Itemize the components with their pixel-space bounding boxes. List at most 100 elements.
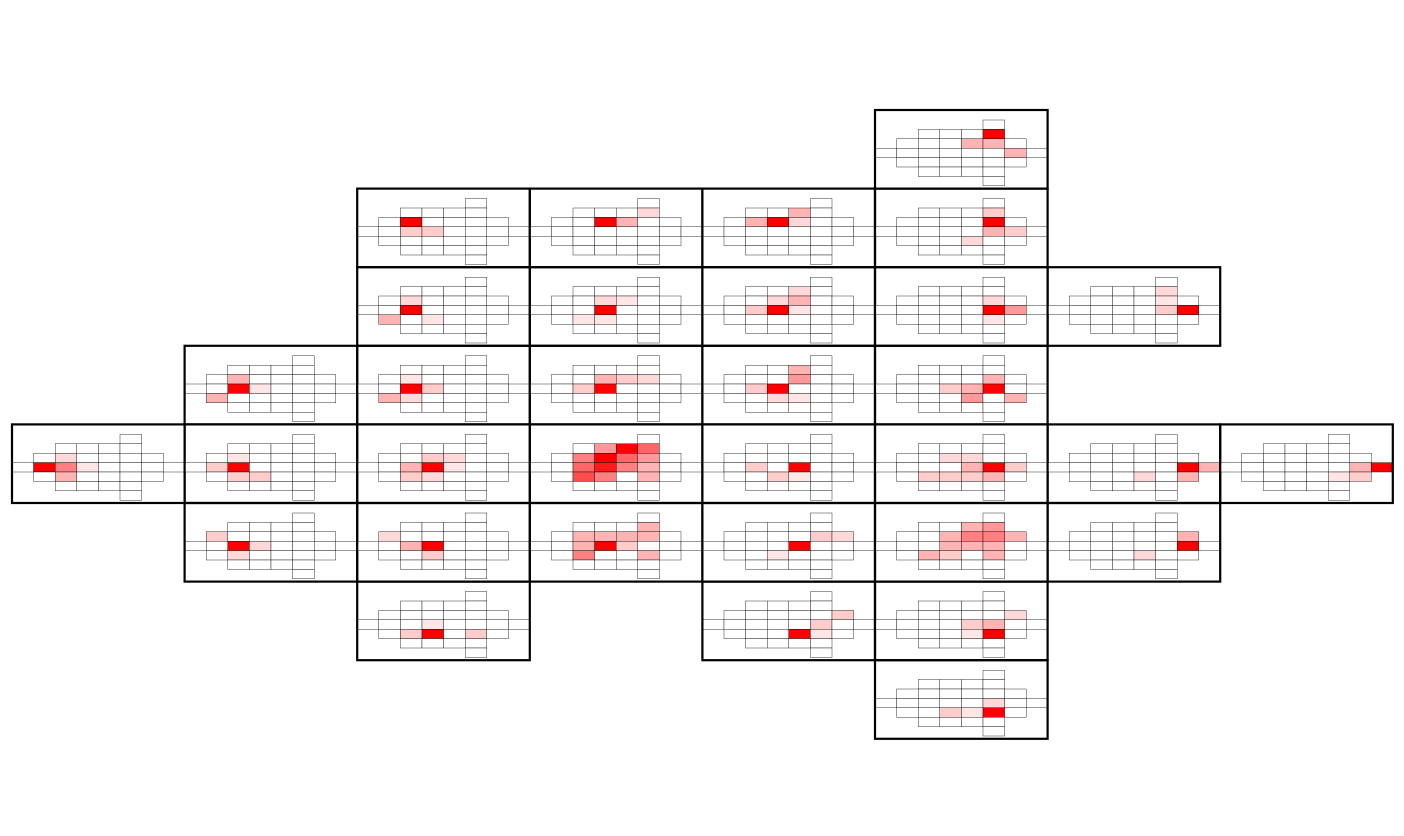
heat-cell: [508, 383, 531, 394]
heat-cell: [270, 462, 293, 473]
heat-cell: [249, 481, 272, 491]
heat-cell: [486, 619, 509, 630]
heat-cell: [1284, 462, 1307, 473]
heat-cell: [918, 629, 941, 639]
heat-cell: [443, 295, 466, 306]
heat-cell: [918, 522, 941, 533]
heat-cell: [982, 324, 1005, 334]
heat-cell: [939, 217, 962, 227]
heat-cell: [982, 443, 1005, 454]
heat-cell: [249, 374, 272, 385]
heat-cell: [637, 522, 660, 533]
heat-cell: [572, 295, 595, 306]
heat-cell: [249, 365, 272, 375]
heat-cell: [831, 393, 854, 403]
heat-cell: [616, 481, 639, 491]
heat-cell: [874, 541, 897, 551]
heat-cell: [1155, 462, 1178, 473]
heat-cell: [939, 717, 962, 727]
heat-cell: [1004, 217, 1027, 227]
heat-cell: [378, 393, 401, 403]
heat-cell: [400, 235, 423, 246]
heat-cell: [1133, 471, 1156, 482]
panel: [528, 187, 704, 269]
heat-cell: [723, 314, 746, 325]
heat-cell: [1090, 443, 1113, 454]
heat-cell: [918, 688, 941, 699]
heat-cell: [723, 629, 746, 639]
heat-cell: [421, 619, 444, 630]
heat-cell: [486, 531, 509, 542]
heat-cell: [616, 402, 639, 413]
heat-cell: [810, 198, 833, 209]
heat-cell: [572, 443, 595, 454]
heat-cell: [961, 226, 984, 237]
heat-cell: [486, 314, 509, 325]
heat-cell: [982, 166, 1005, 177]
heat-cell: [810, 314, 833, 325]
heat-cell: [572, 235, 595, 246]
heat-cell: [788, 541, 811, 551]
heat-cell: [1090, 286, 1113, 297]
heat-cell: [421, 365, 444, 375]
heat-cell: [400, 462, 423, 473]
heat-cell: [767, 226, 790, 237]
heat-cell: [594, 217, 617, 227]
heat-cell: [594, 365, 617, 375]
heat-cell: [788, 443, 811, 454]
heat-cell: [637, 402, 660, 413]
heat-cell: [572, 226, 595, 237]
heat-cell: [141, 462, 164, 473]
heat-cell: [249, 471, 272, 482]
heat-cell: [637, 481, 660, 491]
heat-cell: [551, 295, 574, 306]
heat-cell: [98, 471, 121, 482]
heat-cell: [831, 550, 854, 561]
heat-cell: [788, 559, 811, 570]
heat-cell: [421, 226, 444, 237]
heat-cell: [918, 531, 941, 542]
heat-cell: [810, 569, 833, 580]
heat-cell: [745, 481, 768, 491]
heat-cell: [702, 619, 725, 630]
heat-cell: [939, 138, 962, 149]
panel: [873, 108, 1049, 190]
heat-cell: [1241, 471, 1264, 482]
heat-cell: [486, 629, 509, 639]
heat-cell: [551, 471, 574, 482]
heat-cell: [961, 166, 984, 177]
heat-cell: [982, 610, 1005, 621]
heat-cell: [465, 393, 488, 403]
heat-cell: [1263, 481, 1286, 491]
heat-cell: [874, 305, 897, 315]
heat-cell: [616, 522, 639, 533]
heat-cell: [896, 629, 919, 639]
heat-cell: [1198, 305, 1221, 315]
heat-cell: [443, 443, 466, 454]
heat-cell: [831, 374, 854, 385]
heat-cell: [465, 541, 488, 551]
heat-cell: [961, 245, 984, 256]
heat-cell: [335, 541, 358, 551]
heat-cell: [594, 402, 617, 413]
heat-cell: [745, 629, 768, 639]
heat-cell: [939, 541, 962, 551]
heat-cell: [961, 481, 984, 491]
heat-cell: [400, 600, 423, 611]
heat-cell: [465, 295, 488, 306]
heat-cell: [831, 462, 854, 473]
heat-cell: [292, 541, 315, 551]
heat-cell: [1090, 324, 1113, 334]
heat-cell: [702, 305, 725, 315]
heat-cell: [745, 541, 768, 551]
heat-cell: [961, 619, 984, 630]
heat-cell: [1133, 314, 1156, 325]
heat-cell: [961, 314, 984, 325]
heat-cell: [1047, 462, 1070, 473]
heat-cell: [421, 207, 444, 218]
heat-cell: [465, 471, 488, 482]
heat-cell: [961, 207, 984, 218]
heat-cell: [1241, 462, 1264, 473]
heat-cell: [939, 629, 962, 639]
panel: [356, 344, 531, 426]
